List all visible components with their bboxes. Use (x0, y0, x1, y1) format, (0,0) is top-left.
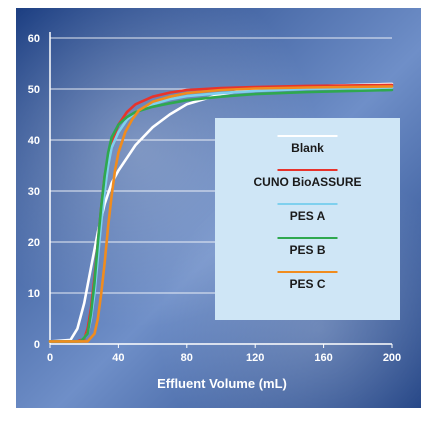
y-tick-label-60: 60 (28, 33, 40, 45)
y-tick-label-0: 0 (34, 339, 40, 351)
x-tick-label-40: 40 (112, 352, 124, 364)
y-tick-label-40: 40 (28, 135, 40, 147)
x-axis-label: Effluent Volume (mL) (157, 376, 287, 391)
axes (49, 32, 393, 348)
x-tick-label-80: 80 (181, 352, 193, 364)
legend-label-pes-a: PES A (290, 209, 326, 223)
y-tick-labels: 0 10 20 30 40 50 60 (28, 33, 40, 351)
x-tick-labels: 0 40 80 120 160 200 (47, 352, 401, 364)
series-line-pes-c (48, 85, 394, 343)
y-tick-label-50: 50 (28, 84, 40, 96)
y-tick-label-30: 30 (28, 186, 40, 198)
series-line-pes-b (48, 88, 394, 343)
x-tick-label-120: 120 (246, 352, 264, 364)
y-tick-label-10: 10 (28, 288, 40, 300)
legend-label-cuno-bioassure: CUNO BioASSURE (253, 175, 361, 189)
x-tick-label-0: 0 (47, 352, 53, 364)
y-tick-label-20: 20 (28, 237, 40, 249)
legend-label-blank: Blank (291, 141, 324, 155)
legend: Blank CUNO BioASSURE PES A PES B PES C (215, 118, 400, 320)
series-lines (48, 82, 394, 343)
legend-box (215, 118, 400, 320)
x-tick-label-160: 160 (314, 352, 332, 364)
legend-label-pes-c: PES C (289, 277, 325, 291)
x-tick-label-200: 200 (383, 352, 401, 364)
legend-label-pes-b: PES B (289, 243, 325, 257)
